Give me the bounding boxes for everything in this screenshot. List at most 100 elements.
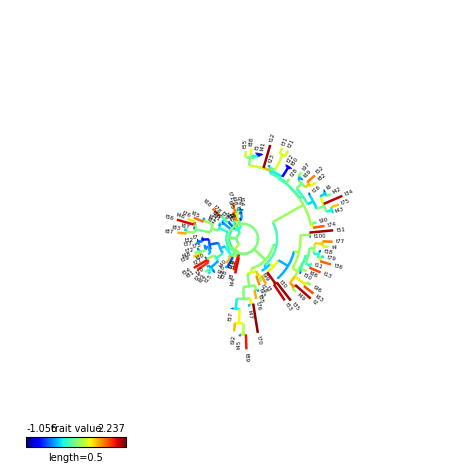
Text: t11: t11: [313, 262, 324, 270]
Text: t39: t39: [181, 255, 191, 263]
Text: t75: t75: [341, 198, 351, 206]
Text: t29: t29: [228, 259, 236, 270]
Text: t20: t20: [196, 267, 206, 276]
Text: t18: t18: [260, 283, 269, 294]
Text: t36: t36: [333, 263, 343, 270]
Text: t80: t80: [291, 156, 300, 166]
Text: t89: t89: [244, 352, 249, 362]
Text: t26: t26: [182, 210, 192, 219]
Text: t34: t34: [344, 189, 355, 197]
Text: t74: t74: [327, 221, 337, 228]
Text: t69: t69: [303, 169, 313, 179]
Text: t81: t81: [186, 270, 196, 279]
Text: t57: t57: [228, 312, 234, 322]
Text: t91: t91: [211, 213, 221, 223]
Text: t12: t12: [269, 132, 276, 143]
Text: t70: t70: [256, 336, 262, 345]
Text: t99: t99: [261, 272, 270, 283]
Text: t96: t96: [312, 285, 322, 294]
Text: t5: t5: [255, 144, 260, 150]
Text: t28: t28: [290, 167, 299, 178]
Text: 2.237: 2.237: [98, 424, 126, 434]
Text: t72: t72: [185, 247, 195, 254]
Text: t67: t67: [181, 223, 191, 229]
Text: t23: t23: [268, 153, 276, 163]
Text: t83: t83: [172, 225, 182, 231]
Text: t88: t88: [249, 136, 255, 146]
Text: t48: t48: [182, 252, 192, 259]
Text: t46: t46: [175, 212, 185, 220]
Text: t55: t55: [243, 139, 248, 148]
Text: t68: t68: [202, 198, 212, 208]
Text: t2: t2: [311, 299, 319, 306]
Text: t94: t94: [224, 212, 233, 222]
Text: t71: t71: [227, 191, 234, 201]
Text: -1.056: -1.056: [26, 424, 57, 434]
Text: t16: t16: [311, 184, 321, 193]
Text: t79: t79: [327, 255, 337, 262]
Text: t13: t13: [322, 272, 333, 280]
Text: t51: t51: [336, 227, 346, 233]
Text: t31: t31: [281, 136, 290, 146]
Text: t62: t62: [207, 216, 217, 225]
Text: t8: t8: [229, 272, 235, 280]
Text: t50: t50: [302, 272, 313, 281]
Text: trait value: trait value: [51, 424, 101, 434]
Text: t42: t42: [332, 186, 343, 195]
Text: t3: t3: [265, 286, 272, 293]
Text: t49: t49: [297, 292, 307, 302]
Text: t65: t65: [191, 210, 201, 219]
Text: t77: t77: [336, 239, 345, 245]
Text: t17: t17: [217, 270, 226, 280]
Text: t30: t30: [278, 279, 288, 289]
Text: t90: t90: [319, 217, 329, 224]
Text: t21: t21: [287, 138, 296, 149]
Text: t6: t6: [326, 184, 334, 191]
Text: t98: t98: [231, 196, 238, 206]
Text: t58: t58: [323, 249, 333, 255]
Text: t22: t22: [286, 153, 295, 163]
Text: t47: t47: [247, 309, 253, 319]
Text: t73: t73: [192, 243, 202, 249]
Text: t33: t33: [226, 212, 235, 223]
Text: t64: t64: [198, 274, 208, 284]
Text: t60: t60: [196, 253, 206, 261]
Text: t66: t66: [308, 271, 319, 279]
Text: t84: t84: [235, 206, 242, 216]
Text: t85: t85: [257, 294, 264, 304]
Text: t37: t37: [183, 241, 193, 247]
Text: t44: t44: [230, 276, 237, 286]
Text: t43: t43: [335, 207, 346, 214]
Text: t45: t45: [237, 340, 242, 349]
Text: t40: t40: [219, 258, 229, 269]
Text: t19: t19: [230, 259, 238, 269]
Text: t53: t53: [284, 301, 294, 312]
Text: t24: t24: [237, 195, 242, 205]
Text: t59: t59: [220, 210, 229, 220]
Text: t54: t54: [182, 267, 192, 276]
Text: length=0.5: length=0.5: [48, 453, 103, 463]
Text: t61: t61: [208, 214, 218, 223]
Text: t56: t56: [164, 214, 174, 221]
Text: t32: t32: [185, 238, 194, 243]
Text: t97: t97: [302, 161, 311, 172]
Text: t63: t63: [314, 294, 325, 303]
Text: t4: t4: [331, 245, 337, 250]
Text: t92: t92: [230, 334, 237, 344]
Text: t10: t10: [218, 264, 227, 275]
Text: t95: t95: [227, 200, 235, 210]
Text: t1: t1: [228, 212, 235, 220]
Text: t27: t27: [193, 257, 203, 266]
Text: t7: t7: [193, 235, 199, 240]
Text: t25: t25: [194, 272, 205, 282]
Text: t52: t52: [316, 166, 326, 175]
Text: t87: t87: [165, 229, 174, 235]
Text: t82: t82: [317, 173, 327, 182]
Text: t35: t35: [291, 302, 301, 312]
Text: t41: t41: [260, 141, 267, 151]
Text: t86: t86: [211, 210, 221, 220]
Text: t14: t14: [239, 197, 245, 206]
Text: t100: t100: [314, 234, 326, 239]
Text: t76: t76: [255, 301, 262, 311]
Text: t9: t9: [229, 212, 236, 219]
